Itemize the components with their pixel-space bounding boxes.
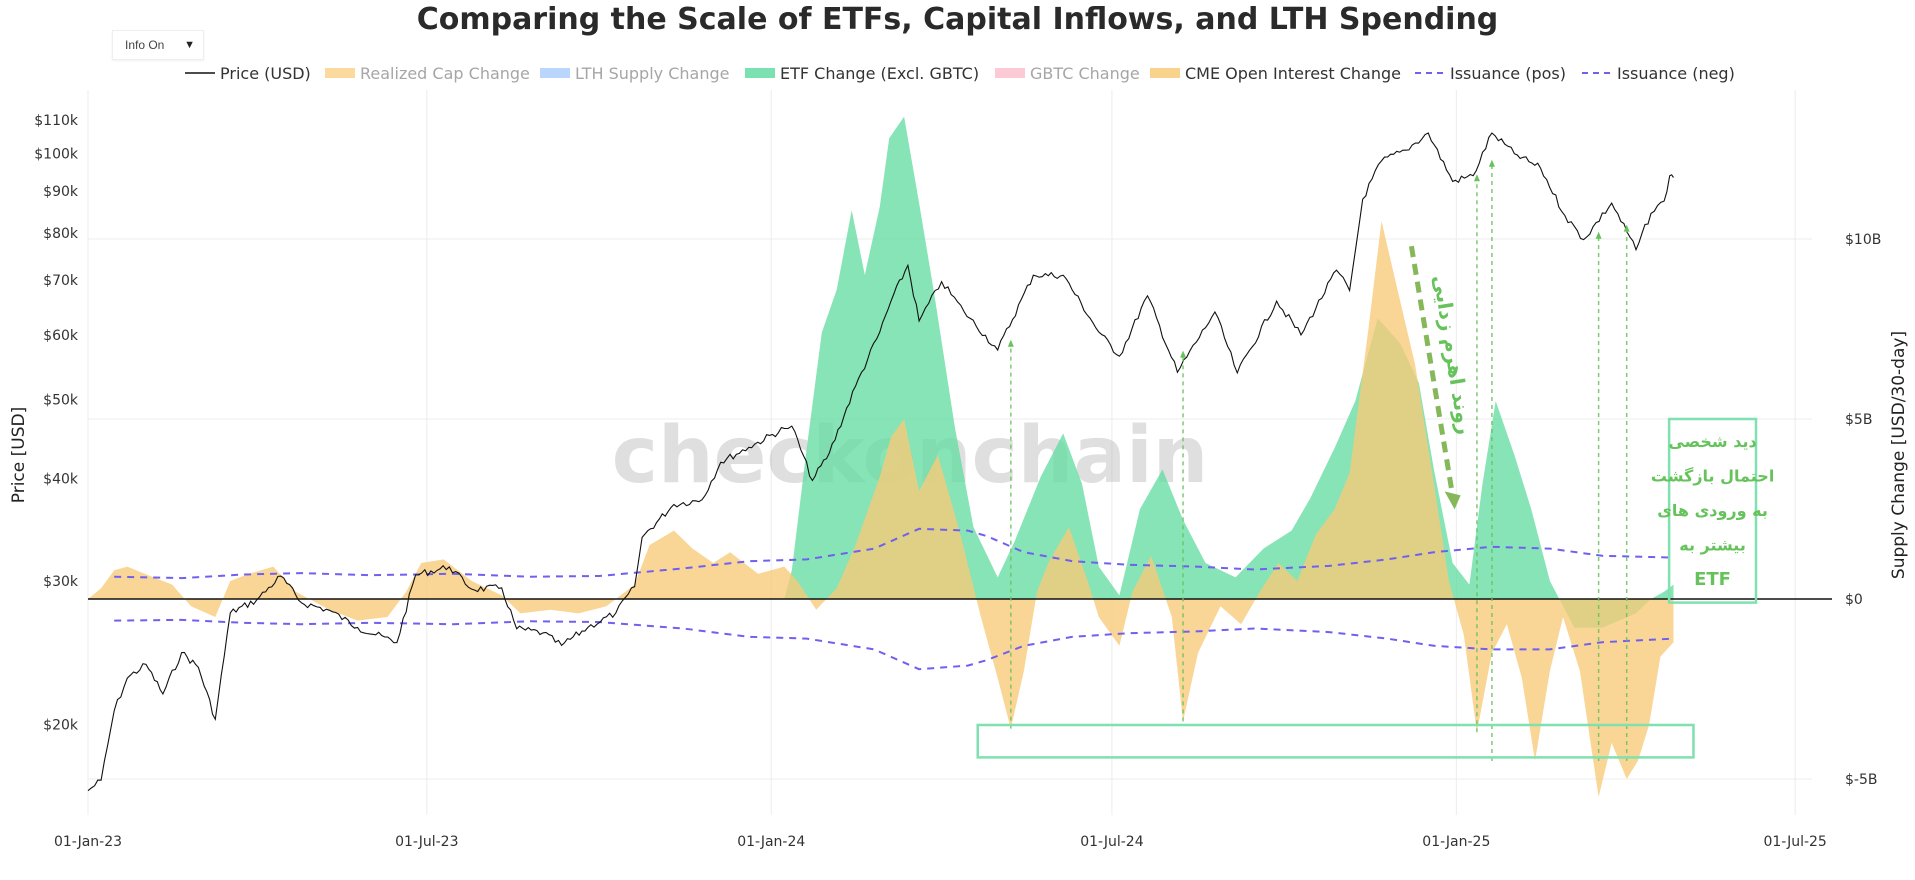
y-left-tick-label: $90k <box>43 184 79 200</box>
legend-label: Issuance (pos) <box>1450 64 1566 83</box>
issuance-pos-line <box>114 527 1674 580</box>
y-right-axis-title: Supply Change [USD/30-day] <box>1889 331 1909 579</box>
legend-swatch-area <box>1150 68 1180 78</box>
legend-swatch-area <box>540 68 570 78</box>
x-tick-label: 01-Jul-25 <box>1763 834 1826 850</box>
axes: 01-Jan-23 01-Jul-23 01-Jan-24 01-Jul-24 01-J… <box>9 113 1909 850</box>
x-tick-label: 01-Jan-23 <box>54 834 122 850</box>
legend-item[interactable]: Issuance (pos) <box>1415 64 1566 83</box>
x-tick-label: 01-Jan-25 <box>1422 834 1490 850</box>
note-text-line: دید شخصی <box>1668 432 1756 451</box>
legend-label: ETF Change (Excl. GBTC) <box>780 64 979 83</box>
annotations: دید شخصی احتمال بازگشت به ورودی های بیشتر ب… <box>976 159 1774 761</box>
legend-label: Price (USD) <box>220 64 311 83</box>
info-toggle-dropdown[interactable]: Info On ▼ <box>112 30 204 60</box>
legend-item[interactable]: Realized Cap Change <box>325 64 530 83</box>
y-right-tick-label: $10B <box>1845 232 1881 248</box>
note-box <box>1667 417 1758 604</box>
y-left-tick-label: $80k <box>43 226 79 242</box>
highlight-box-bottom <box>976 723 1695 759</box>
trend-label: روند اهرم زدایی <box>1428 273 1477 436</box>
legend-item[interactable]: ETF Change (Excl. GBTC) <box>745 64 979 83</box>
legend-item[interactable]: Price (USD) <box>185 64 311 83</box>
y-left-axis-title: Price [USD] <box>9 407 29 503</box>
y-left-tick-label: $100k <box>34 147 79 163</box>
y-left-tick-label: $70k <box>43 273 79 289</box>
y-right-tick-label: $5B <box>1845 412 1872 428</box>
legend-label: CME Open Interest Change <box>1185 64 1401 83</box>
legend-item[interactable]: GBTC Change <box>995 64 1140 83</box>
y-left-tick-label: $30k <box>43 574 79 590</box>
legend-item[interactable]: Issuance (neg) <box>1582 64 1735 83</box>
issuance-series <box>114 527 1674 671</box>
grid-lines <box>87 90 1812 815</box>
arrow-head-icon <box>1623 224 1630 232</box>
note-text-line: بیشتر به <box>1679 536 1746 555</box>
note-text-line: ETF <box>1694 569 1731 590</box>
chart-title: Comparing the Scale of ETFs, Capital Inf… <box>416 2 1499 37</box>
y-left-tick-label: $110k <box>34 113 79 129</box>
legend-swatch-area <box>325 68 355 78</box>
arrow-head-icon <box>1007 339 1014 347</box>
legend-item[interactable]: CME Open Interest Change <box>1150 64 1401 83</box>
arrow-head-icon <box>1488 159 1495 167</box>
x-tick-label: 01-Jul-24 <box>1080 834 1143 850</box>
note-text-line: احتمال بازگشت <box>1651 467 1774 486</box>
legend[interactable]: Price (USD) Realized Cap Change LTH Supply… <box>185 64 1735 83</box>
etf-change-area <box>88 116 1674 628</box>
legend-label: Issuance (neg) <box>1617 64 1735 83</box>
y-left-tick-label: $40k <box>43 472 79 488</box>
arrow-head-icon <box>1473 174 1480 182</box>
cme-open-interest-area <box>88 221 1674 797</box>
y-left-tick-label: $60k <box>43 328 79 344</box>
x-tick-label: 01-Jan-24 <box>737 834 805 850</box>
legend-label: LTH Supply Change <box>575 64 729 83</box>
area-series <box>88 116 1674 797</box>
x-tick-label: 01-Jul-23 <box>395 834 458 850</box>
info-toggle-label: Info On <box>125 38 165 52</box>
y-left-tick-label: $20k <box>43 718 79 734</box>
chevron-down-icon: ▼ <box>184 39 195 51</box>
trend-arrow-line <box>1408 245 1456 496</box>
legend-item[interactable]: LTH Supply Change <box>540 64 729 83</box>
trend-arrow-head-icon <box>1444 491 1461 510</box>
note-text-line: به ورودی های <box>1657 501 1768 520</box>
y-right-tick-label: $-5B <box>1845 772 1877 788</box>
y-left-tick-label: $50k <box>43 393 79 409</box>
y-right-tick-label: $0 <box>1845 592 1863 608</box>
legend-label: GBTC Change <box>1030 64 1140 83</box>
legend-label: Realized Cap Change <box>360 64 530 83</box>
legend-swatch-area <box>745 68 775 78</box>
arrow-head-icon <box>1595 231 1602 239</box>
price-series <box>87 132 1674 792</box>
issuance-neg-line <box>114 618 1674 671</box>
arrow-head-icon <box>1180 350 1187 358</box>
price-line <box>87 132 1674 792</box>
legend-swatch-area <box>995 68 1025 78</box>
